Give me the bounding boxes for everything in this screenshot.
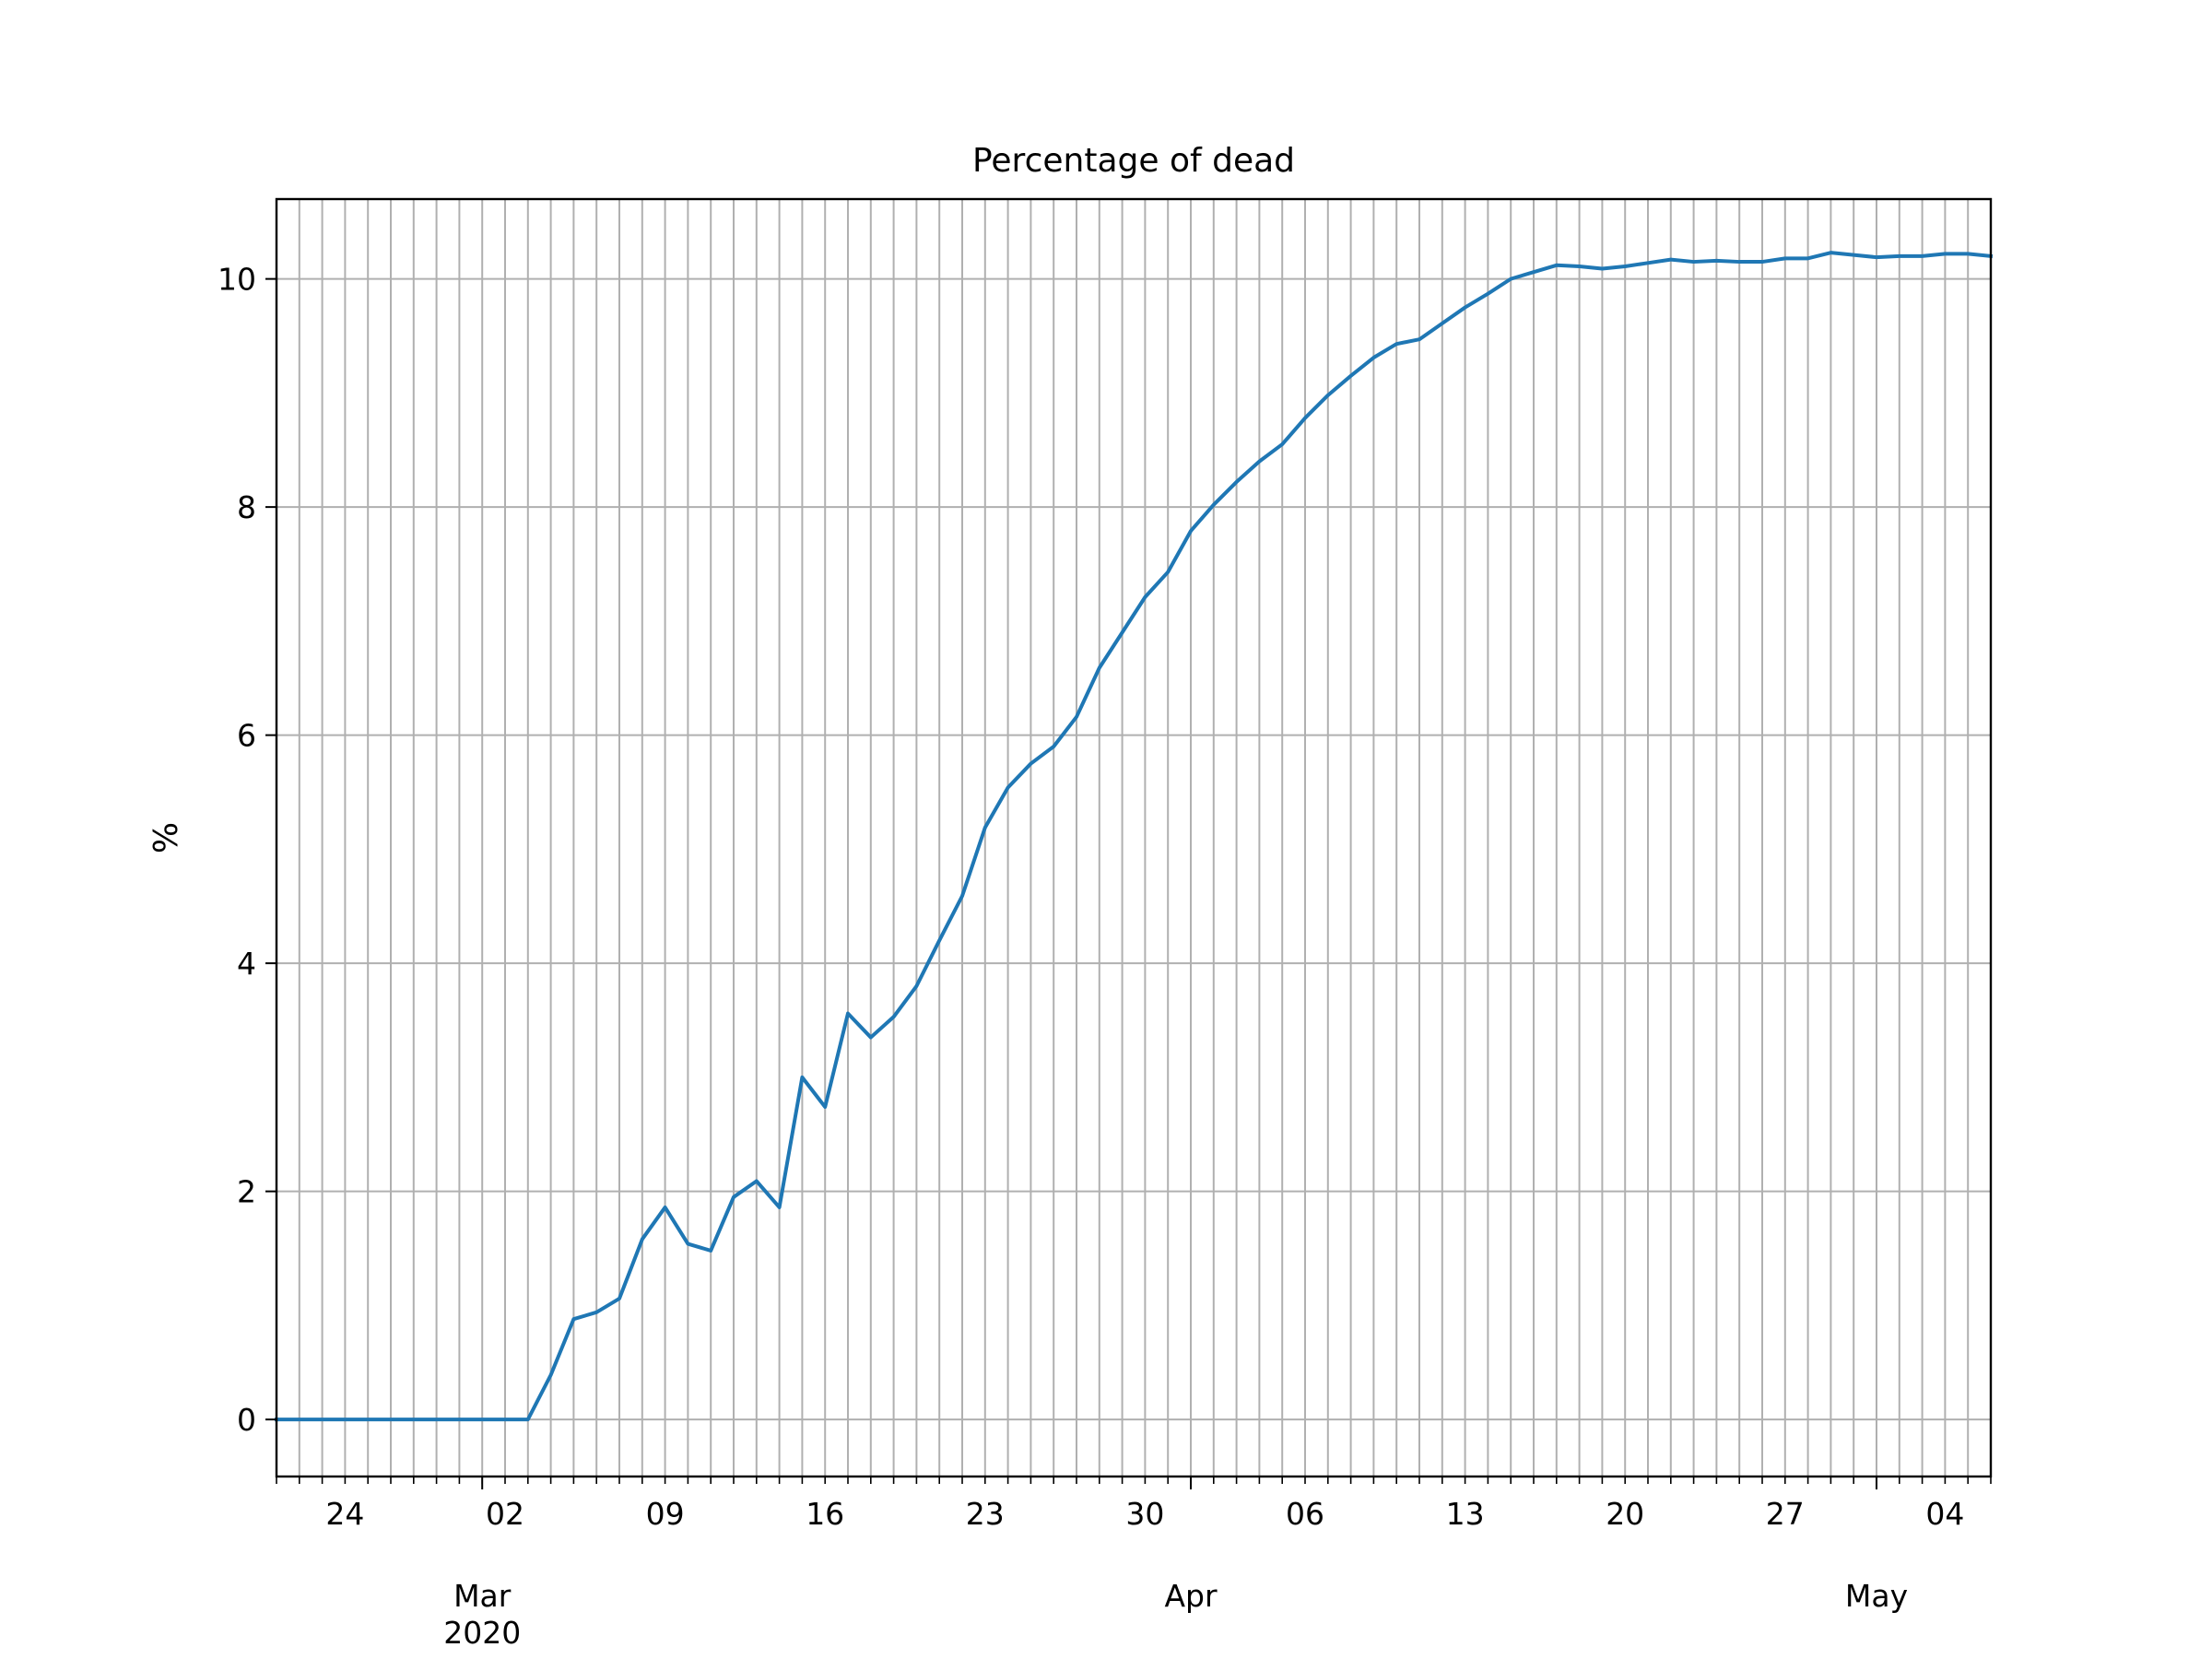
x-tick-label: 02 xyxy=(486,1496,524,1532)
grid-lines xyxy=(276,199,1992,1477)
x-tick-label: 27 xyxy=(1766,1496,1805,1532)
x-year-label: 2020 xyxy=(443,1615,521,1651)
series-lines xyxy=(275,251,1994,1422)
x-tick-label: 20 xyxy=(1606,1496,1644,1532)
x-month-label: Apr xyxy=(1164,1578,1218,1614)
x-month-label: May xyxy=(1845,1578,1908,1614)
x-month-label: Mar xyxy=(453,1578,512,1614)
y-tick-label: 0 xyxy=(237,1402,256,1438)
x-tick-label: 23 xyxy=(966,1496,1005,1532)
y-tick-label: 4 xyxy=(237,946,256,982)
x-tick-label: 16 xyxy=(806,1496,844,1532)
plot-frame xyxy=(275,197,1993,1478)
series-line xyxy=(275,251,1994,1422)
x-tick-label: 06 xyxy=(1286,1496,1324,1532)
x-tick-label: 24 xyxy=(325,1496,364,1532)
y-tick-label: 6 xyxy=(237,718,256,754)
x-tick-label: 09 xyxy=(646,1496,685,1532)
y-tick-label: 10 xyxy=(218,262,256,298)
chart-title: Percentage of dead xyxy=(972,142,1295,180)
axis-ticks xyxy=(265,277,1992,1489)
y-axis-label: % xyxy=(147,822,185,853)
x-tick-label: 13 xyxy=(1446,1496,1485,1532)
x-tick-label: 30 xyxy=(1125,1496,1164,1532)
y-tick-label: 2 xyxy=(237,1174,256,1210)
y-tick-label: 8 xyxy=(237,489,256,525)
x-tick-label: 04 xyxy=(1925,1496,1964,1532)
